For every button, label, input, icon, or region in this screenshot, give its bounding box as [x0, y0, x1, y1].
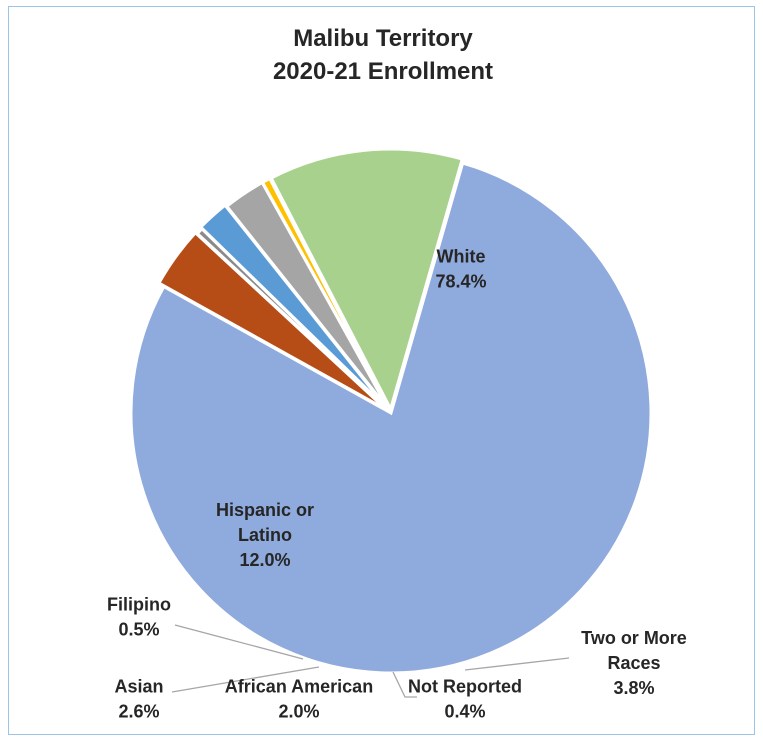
data-label: Two or More Races 3.8% — [581, 628, 687, 698]
data-label: Filipino 0.5% — [107, 595, 171, 640]
pie-slice — [129, 161, 653, 675]
pie-slice — [260, 176, 391, 411]
data-label-category: African American — [225, 677, 373, 697]
data-label: African American 2.0% — [225, 677, 373, 722]
data-label-value: 12.0% — [239, 550, 290, 570]
leader-lines — [171, 624, 570, 698]
data-label-category: Races — [607, 653, 660, 673]
data-label-category: White — [437, 247, 486, 267]
data-label-value: 78.4% — [435, 272, 486, 292]
data-label: Hispanic or Latino 12.0% — [216, 500, 314, 570]
data-label-category: Filipino — [107, 595, 171, 615]
leader-line — [171, 666, 320, 693]
chart-frame: Malibu Territory 2020-21 Enrollment Whit… — [8, 6, 755, 735]
data-label-category: Not Reported — [408, 677, 522, 697]
pie-chart: Malibu Territory 2020-21 Enrollment Whit… — [107, 25, 687, 722]
data-label-value: 0.4% — [444, 702, 485, 722]
pie-slice — [156, 230, 388, 411]
chart-title-line-2: 2020-21 Enrollment — [273, 58, 493, 85]
data-label: White 78.4% — [435, 247, 486, 292]
pie-slice — [198, 203, 389, 410]
data-label-category: Hispanic or — [216, 500, 314, 520]
data-label-category: Latino — [238, 525, 292, 545]
data-label: Asian 2.6% — [114, 677, 163, 722]
data-label-category: Asian — [114, 677, 163, 697]
leader-line — [174, 624, 304, 660]
data-labels: White 78.4% Two or More Races 3.8% Not Report… — [107, 247, 687, 722]
chart-title: Malibu Territory 2020-21 Enrollment — [273, 25, 493, 85]
data-label-value: 0.5% — [118, 620, 159, 640]
pie-slices — [129, 147, 653, 675]
data-label-category: Two or More — [581, 628, 687, 648]
data-label-value: 3.8% — [613, 678, 654, 698]
chart-title-line-1: Malibu Territory — [293, 25, 473, 52]
data-label-value: 2.6% — [118, 702, 159, 722]
pie-slice — [269, 147, 465, 414]
data-label-value: 2.0% — [278, 702, 319, 722]
leader-line — [392, 671, 417, 698]
data-label: Not Reported 0.4% — [408, 677, 522, 722]
leader-line — [464, 657, 570, 671]
